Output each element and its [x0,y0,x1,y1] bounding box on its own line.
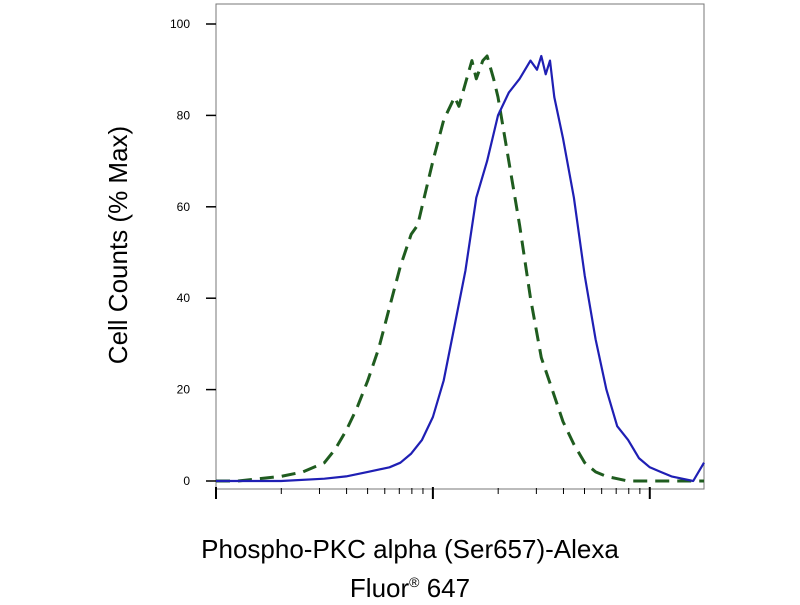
x-axis-title-line1: Phospho-PKC alpha (Ser657)-Alexa [201,534,619,564]
y-tick-label-100: 100 [170,17,190,31]
y-axis: 0 20 40 60 80 100 [170,17,216,488]
series-group [216,54,705,483]
plot-frame [215,3,705,490]
y-tick-label-20: 20 [177,383,191,397]
sample-line [216,54,705,483]
x-axis-title-647: 647 [419,573,471,603]
isotype-control-line [216,54,704,483]
y-tick-label-60: 60 [177,200,191,214]
y-axis-title: Cell Counts (% Max) [103,126,133,364]
registered-mark: ® [409,574,420,590]
y-tick-label-40: 40 [177,291,191,305]
x-axis-title-fluor: Fluor [349,573,410,603]
x-axis [215,487,651,499]
x-axis-title-line2: Fluor® 647 [100,566,720,605]
x-axis-title: Phospho-PKC alpha (Ser657)-Alexa Fluor® … [100,533,720,605]
y-tick-label-0: 0 [183,474,190,488]
y-tick-label-80: 80 [177,108,191,122]
